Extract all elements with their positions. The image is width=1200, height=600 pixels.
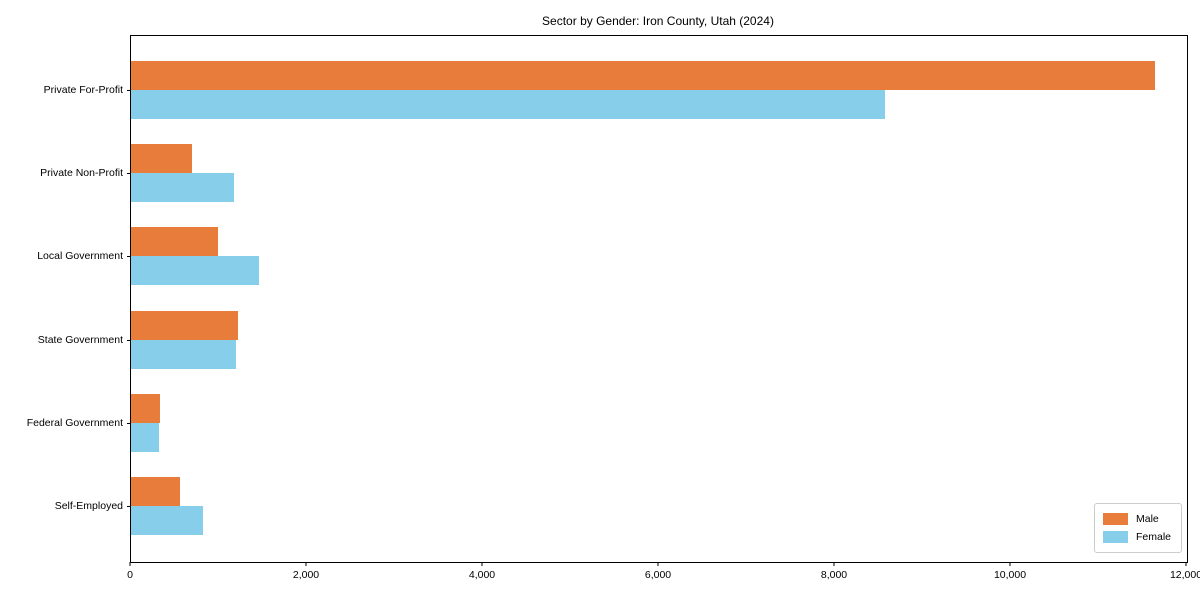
x-tick-label: 10,000	[993, 569, 1027, 581]
bar-pair	[131, 393, 1187, 452]
bar-male	[131, 60, 1156, 90]
x-tick-mark	[657, 562, 659, 566]
chart-title: Sector by Gender: Iron County, Utah (202…	[542, 14, 774, 28]
bar-groups: Private For-Profit Private Non-Profit Loca…	[27, 48, 1187, 548]
bar-female	[131, 256, 259, 286]
bar-male	[131, 393, 161, 423]
bar-male	[131, 477, 181, 507]
plot-area: Private For-Profit Private Non-Profit Loca…	[27, 35, 1188, 563]
bar-female	[131, 506, 204, 536]
legend-label: Male	[1135, 513, 1159, 525]
bar-pair	[131, 477, 1187, 536]
y-tick-mark	[127, 256, 131, 258]
bar-male	[131, 310, 239, 340]
x-axis: 0 2,000 4,000 6,000 8,000 10,000 12,000	[127, 562, 1200, 592]
bar-group: Self-Employed	[55, 465, 1187, 548]
bar-female	[131, 422, 160, 452]
y-axis-label: Federal Government	[26, 416, 123, 429]
y-tick-mark	[127, 506, 131, 508]
bar-group: Federal Government	[27, 381, 1187, 464]
bar-pair	[131, 227, 1187, 286]
x-tick-label: 6,000	[644, 569, 672, 581]
bar-group: State Government	[38, 298, 1187, 381]
x-tick-mark	[481, 562, 483, 566]
x-tick-mark	[1009, 562, 1011, 566]
x-tick-label: 0	[127, 569, 133, 581]
bar-pair	[131, 143, 1187, 202]
legend-swatch-male	[1102, 513, 1128, 525]
y-axis-label: Private Non-Profit	[40, 166, 123, 179]
legend-item: Male	[1102, 510, 1171, 528]
legend-label: Female	[1135, 531, 1171, 543]
bar-female	[131, 89, 886, 119]
x-tick-mark	[129, 562, 131, 566]
y-tick-mark	[127, 339, 131, 341]
x-tick-label: 12,000	[1169, 569, 1200, 581]
y-tick-mark	[127, 172, 131, 174]
y-axis-label: Self-Employed	[54, 500, 123, 513]
legend-swatch-female	[1102, 531, 1128, 543]
bar-male	[131, 143, 192, 173]
legend: Male Female	[1093, 503, 1182, 553]
x-tick-label: 4,000	[468, 569, 496, 581]
x-tick-mark	[1185, 562, 1187, 566]
y-tick-mark	[127, 89, 131, 91]
x-tick-label: 2,000	[292, 569, 320, 581]
x-tick-mark	[833, 562, 835, 566]
bar-group: Local Government	[37, 215, 1187, 298]
legend-item: Female	[1102, 528, 1171, 546]
x-tick-mark	[305, 562, 307, 566]
bar-female	[131, 172, 234, 202]
y-axis-label: Private For-Profit	[43, 83, 123, 96]
bar-female	[131, 339, 236, 369]
y-axis-label: Local Government	[37, 250, 123, 263]
bar-pair	[131, 60, 1187, 119]
bar-male	[131, 227, 219, 257]
bar-group: Private Non-Profit	[40, 131, 1187, 214]
y-tick-mark	[127, 422, 131, 424]
bar-group: Private For-Profit	[44, 48, 1187, 131]
x-tick-label: 8,000	[820, 569, 848, 581]
y-axis-label: State Government	[37, 333, 123, 346]
bar-pair	[131, 310, 1187, 369]
